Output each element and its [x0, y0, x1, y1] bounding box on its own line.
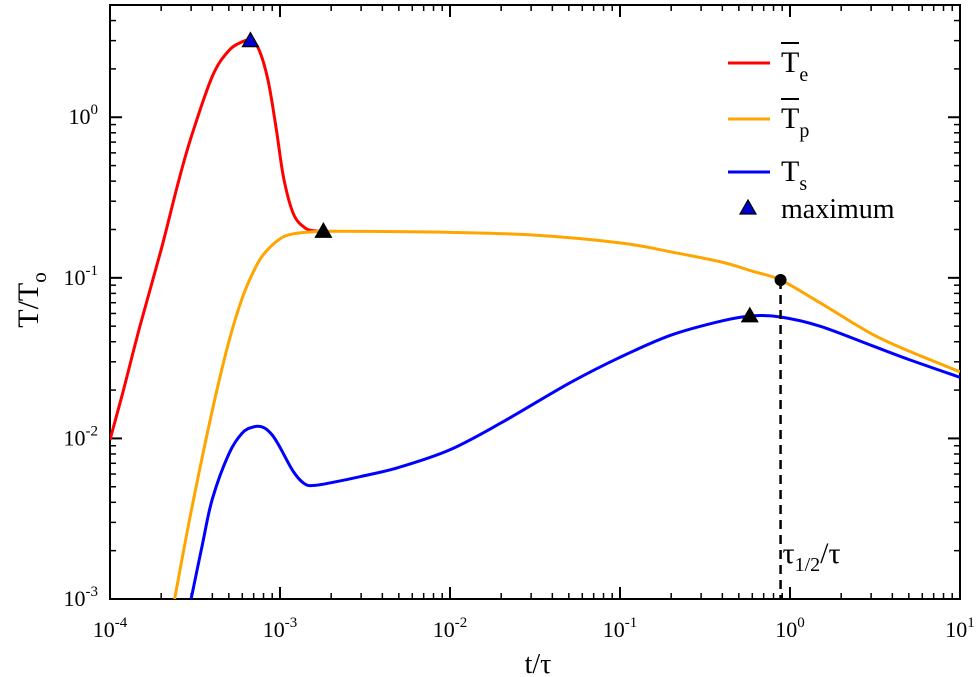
half-life-point [774, 273, 787, 286]
y-tick-label-base: 10 [64, 586, 86, 611]
maximum-marker [314, 222, 333, 238]
legend-label-s: Ts [781, 155, 807, 195]
series-line-e [110, 38, 324, 441]
y-tick-label-base: 10 [64, 265, 86, 290]
series-lines [110, 38, 960, 599]
series-line-s [189, 313, 960, 599]
y-tick-label-exp: 0 [91, 102, 99, 118]
legend-label-main: T [781, 155, 799, 188]
x-tick-label-exp: -3 [285, 615, 298, 631]
legend-label-sub: s [799, 173, 807, 195]
maximum-marker [241, 31, 260, 48]
y-tick-label-base: 10 [69, 104, 91, 129]
x-tick-label-base: 10 [603, 617, 625, 642]
legend-label-p: Tp [781, 102, 809, 142]
legend-label-e: Te [781, 46, 808, 86]
x-tick-label-base: 10 [433, 617, 455, 642]
x-tick-label-base: 10 [93, 617, 115, 642]
x-tick-label-exp: -1 [625, 615, 638, 631]
x-tick-label: 101 [945, 615, 975, 642]
half-life-label-sub: 1/2 [795, 554, 821, 576]
y-tick-label-base: 10 [64, 425, 86, 450]
maximum-markers [241, 31, 759, 323]
x-tick-label-exp: 0 [797, 615, 805, 631]
x-tick-label-exp: -4 [115, 615, 128, 631]
x-axis: 10-4 10-3 10-2 10-1 100 101 [93, 5, 975, 642]
legend-label-maximum: maximum [781, 194, 895, 225]
legend-maximum-marker [738, 198, 758, 215]
x-tick-label-base: 10 [263, 617, 285, 642]
half-life-label: τ1/2/τ [783, 537, 841, 576]
y-tick-label: 10-3 [64, 584, 99, 611]
x-tick-label: 10-1 [603, 615, 638, 642]
half-life-label-main: τ [783, 537, 795, 570]
y-tick-label-exp: -2 [86, 423, 99, 439]
y-tick-label-exp: -1 [86, 263, 99, 279]
x-tick-label-exp: 1 [967, 615, 975, 631]
x-tick-label-base: 10 [945, 617, 967, 642]
x-axis-label: t/τ [525, 649, 552, 677]
x-tick-label: 10-2 [433, 615, 468, 642]
x-tick-label-base: 10 [775, 617, 797, 642]
x-tick-label: 100 [775, 615, 805, 642]
x-tick-label: 10-4 [93, 615, 128, 642]
half-life-annotation: τ1/2/τ [774, 273, 841, 599]
legend-label-main: T [781, 46, 799, 79]
x-tick-label: 10-3 [263, 615, 298, 642]
series-line-p [173, 229, 960, 599]
y-tick-label-exp: -3 [86, 584, 99, 600]
legend-label-main: T [781, 102, 799, 135]
y-axis-label-main: T/T [12, 283, 45, 328]
y-axis-label-sub: o [27, 272, 51, 283]
y-tick-label: 10-1 [64, 263, 99, 290]
maximum-marker [740, 306, 759, 323]
plot-frame [109, 4, 961, 600]
x-tick-label-exp: -2 [455, 615, 468, 631]
legend-label-sub: e [799, 64, 808, 86]
y-axis-label: T/To [12, 272, 51, 328]
y-tick-label: 100 [69, 102, 99, 129]
y-tick-label: 10-2 [64, 423, 99, 450]
legend-label-sub: p [799, 120, 809, 142]
half-life-label-tail: /τ [820, 537, 840, 570]
